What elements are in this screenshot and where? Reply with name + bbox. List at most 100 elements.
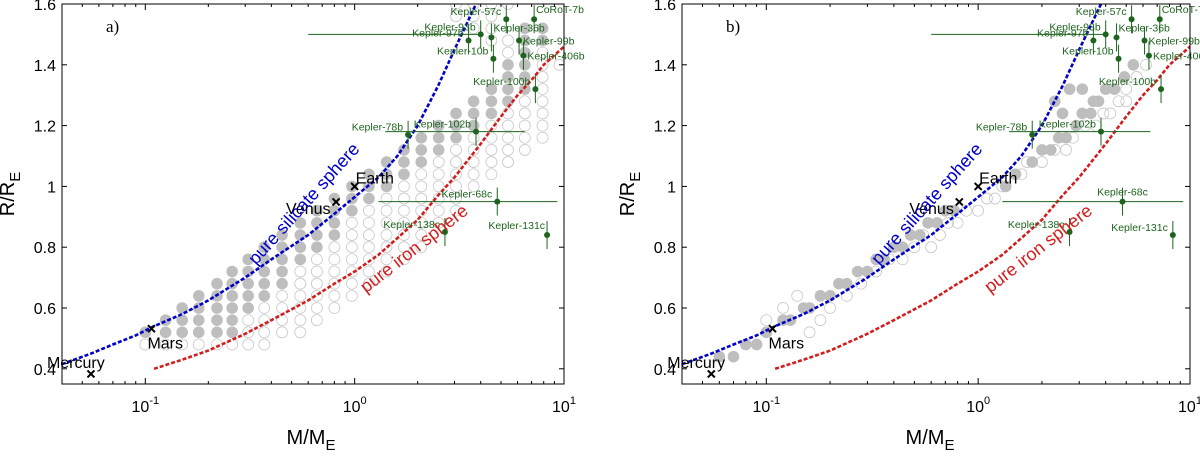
model-point-open bbox=[242, 338, 255, 351]
model-point-filled bbox=[502, 71, 514, 83]
model-point-filled bbox=[176, 314, 188, 326]
model-point-open bbox=[398, 204, 410, 217]
model-point-filled bbox=[1108, 83, 1121, 95]
solar-planet-marker bbox=[331, 197, 341, 207]
y-tick-label: 0.8 bbox=[34, 240, 56, 257]
model-point-open bbox=[294, 326, 307, 339]
exoplanet-label: Kepler-68c bbox=[1097, 187, 1148, 199]
model-point-filled bbox=[276, 277, 288, 290]
plot-frame bbox=[681, 3, 1191, 385]
solar-planet-label: Venus bbox=[286, 201, 330, 218]
model-point-open bbox=[380, 253, 393, 266]
iron-curve bbox=[153, 45, 564, 371]
model-point-open bbox=[363, 229, 375, 241]
model-point-open bbox=[450, 168, 462, 181]
model-point-open bbox=[1112, 95, 1125, 108]
model-point-open bbox=[398, 229, 410, 241]
exoplanet-point bbox=[1156, 16, 1163, 23]
model-point-filled bbox=[1026, 156, 1039, 168]
model-point-open bbox=[951, 216, 964, 229]
model-point-filled bbox=[896, 241, 909, 253]
model-point-filled bbox=[1099, 83, 1112, 95]
x-tick-base: 10 bbox=[132, 399, 150, 416]
model-point-filled bbox=[1118, 71, 1131, 83]
y-tick-label: 1.2 bbox=[654, 119, 676, 136]
model-point-filled bbox=[841, 277, 853, 290]
model-point-open bbox=[1120, 83, 1133, 96]
solar-planet-label: Earth bbox=[356, 170, 394, 187]
model-point-filled bbox=[739, 338, 752, 351]
model-point-open bbox=[242, 314, 255, 327]
model-point-open bbox=[467, 156, 480, 168]
model-point-open bbox=[450, 192, 462, 205]
model-point-filled bbox=[450, 131, 462, 144]
silicate-curve bbox=[682, 4, 1103, 366]
model-point-filled bbox=[904, 229, 917, 241]
exoplanet-point bbox=[1097, 128, 1104, 135]
model-point-open bbox=[502, 119, 514, 132]
model-point-open bbox=[328, 241, 341, 254]
exoplanet-point bbox=[532, 86, 539, 93]
model-point-filled bbox=[467, 95, 480, 108]
model-point-open bbox=[791, 289, 804, 302]
exoplanet-point bbox=[503, 16, 510, 23]
exoplanet-label: Kepler-102b bbox=[1039, 119, 1096, 131]
model-point-open bbox=[345, 216, 358, 229]
model-point-filled bbox=[415, 144, 428, 156]
model-point-open bbox=[502, 107, 514, 120]
model-point-open bbox=[467, 144, 480, 156]
y-tick-label: 1.2 bbox=[34, 119, 56, 136]
solar-planet-marker bbox=[86, 369, 96, 379]
chart-panel-b: Kepler-57cCoRoT-7bKepler-93bKepler-36bKe… bbox=[617, 0, 1200, 454]
x-tick-label: 101 bbox=[552, 395, 576, 416]
model-point-open bbox=[450, 10, 462, 23]
model-point-filled bbox=[415, 156, 428, 168]
x-tick-exponent: 0 bbox=[360, 395, 366, 407]
model-point-open bbox=[1130, 71, 1143, 83]
model-point-open bbox=[363, 277, 375, 290]
model-point-open bbox=[294, 289, 307, 302]
model-point-filled bbox=[294, 241, 307, 253]
x-axis-label-main: M/M bbox=[906, 427, 945, 449]
model-point-open bbox=[380, 192, 393, 205]
x-tick-label: 10-1 bbox=[132, 395, 160, 416]
iron-curve bbox=[774, 45, 1190, 371]
model-point-open bbox=[415, 168, 428, 181]
model-point-open bbox=[536, 58, 549, 71]
exoplanet-point bbox=[405, 131, 412, 138]
model-point-open bbox=[485, 131, 498, 144]
exoplanet-point bbox=[1113, 34, 1120, 41]
y-axis-label: R/RE bbox=[0, 172, 24, 216]
model-point-open bbox=[310, 253, 323, 266]
y-tick-label: 1.6 bbox=[654, 0, 676, 14]
x-tick-exponent: -1 bbox=[770, 395, 780, 407]
y-tick-label: 1 bbox=[47, 179, 56, 196]
model-point-filled bbox=[346, 180, 358, 193]
model-point-open bbox=[502, 144, 514, 156]
model-point-open bbox=[398, 241, 410, 254]
model-point-open bbox=[536, 107, 549, 120]
y-tick-label: 0.4 bbox=[654, 362, 676, 379]
panel-label: a) bbox=[106, 17, 119, 36]
model-point-open bbox=[415, 192, 428, 205]
model-point-open bbox=[536, 119, 549, 132]
model-point-open bbox=[258, 338, 271, 351]
model-point-filled bbox=[1056, 107, 1069, 120]
model-point-filled bbox=[519, 22, 531, 35]
solar-planet-marker bbox=[147, 324, 156, 333]
exoplanet-point bbox=[494, 198, 501, 205]
model-point-open bbox=[824, 302, 836, 314]
model-point-open bbox=[981, 192, 993, 205]
x-tick-base: 10 bbox=[1178, 399, 1196, 416]
model-point-filled bbox=[211, 277, 223, 290]
exoplanet-label: Kepler-36b bbox=[493, 22, 545, 34]
model-point-open bbox=[415, 204, 428, 217]
model-point-open bbox=[989, 192, 1001, 205]
model-point-filled bbox=[814, 290, 827, 302]
model-point-open bbox=[934, 229, 946, 241]
x-tick-base: 10 bbox=[552, 399, 570, 416]
model-point-filled bbox=[276, 241, 288, 253]
model-point-open bbox=[485, 10, 498, 23]
model-point-filled bbox=[888, 241, 900, 253]
